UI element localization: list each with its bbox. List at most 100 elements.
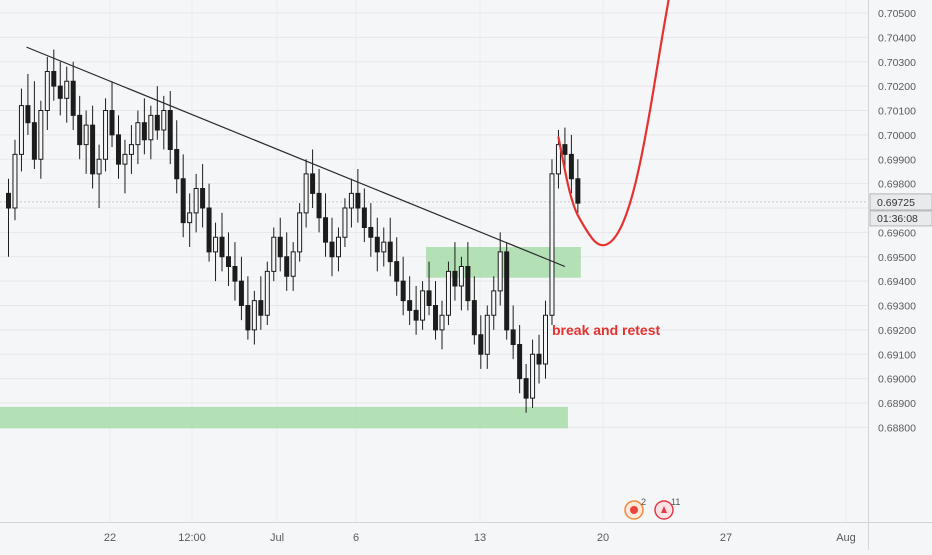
candle-body-down (154, 114, 160, 131)
trendline[interactable] (26, 46, 566, 268)
candle-body-down (180, 178, 186, 224)
candle-body-up (148, 114, 154, 141)
candle-body-up (381, 241, 387, 253)
candle-body-down (219, 236, 225, 258)
candle (523, 364, 529, 413)
candle-body-up (445, 270, 451, 316)
candle (264, 261, 270, 325)
candle-body-down (77, 114, 83, 146)
candle-body-down (517, 344, 523, 380)
candle (109, 81, 115, 148)
candle-body-down (361, 207, 367, 228)
candle (70, 61, 76, 130)
x-tick-label: Jul (270, 532, 284, 544)
candle-body-up (497, 251, 503, 292)
candle-body-down (51, 71, 57, 87)
candle (478, 315, 484, 369)
candle-body-up (271, 236, 277, 272)
x-tick-label: 20 (597, 532, 609, 544)
candle (394, 237, 400, 296)
candle (465, 242, 471, 311)
candle-body-down (413, 309, 419, 321)
candle-body-down (523, 378, 529, 399)
candle-body-up (38, 110, 44, 160)
candle-body-down (238, 280, 244, 306)
y-tick-label: 0.69400 (878, 276, 916, 288)
candle (115, 115, 121, 179)
y-tick-label: 0.70500 (878, 8, 916, 20)
candle-body-down (258, 300, 264, 316)
candle (348, 178, 354, 228)
candle (400, 256, 406, 316)
candle (57, 61, 63, 116)
candle (219, 212, 225, 272)
candle (549, 159, 555, 325)
candle (232, 242, 238, 301)
candle-body-down (115, 134, 121, 165)
candle-body-down (174, 149, 180, 180)
candle-body-down (206, 207, 212, 253)
candle (504, 242, 510, 340)
y-tick-label: 0.70300 (878, 57, 916, 69)
candle (355, 169, 361, 223)
candle-body-up (12, 153, 18, 209)
candle (44, 56, 50, 130)
candle-body-down (225, 256, 231, 267)
candle-body-down (426, 290, 432, 306)
candle (368, 203, 374, 257)
candle-body-up (303, 173, 309, 214)
candle-body-down (31, 122, 37, 160)
candle (103, 98, 109, 172)
canada-flag-icon[interactable]: 11 (654, 497, 680, 520)
candle-body-down (368, 227, 374, 238)
candle-body-down (575, 178, 581, 204)
candle (303, 159, 309, 228)
candle (536, 334, 542, 384)
candle (187, 193, 193, 247)
maple-leaf-mark (661, 506, 667, 513)
candle (245, 276, 251, 340)
candle (225, 232, 231, 286)
y-tick-label: 0.70400 (878, 32, 916, 44)
candle-body-up (161, 110, 167, 131)
x-tick-label: 12:00 (178, 532, 206, 544)
y-tick-label: 0.68900 (878, 398, 916, 410)
candle (77, 95, 83, 160)
candle-body-down (374, 236, 380, 253)
candle (413, 286, 419, 335)
candle (426, 261, 432, 316)
projection-curve[interactable] (557, 0, 674, 247)
candle-body-up (18, 105, 24, 155)
candle (497, 232, 503, 306)
annotation-layer: break and retest (26, 0, 674, 338)
candle (471, 276, 477, 345)
candle (562, 127, 568, 169)
candle (439, 300, 445, 350)
candle (128, 125, 134, 174)
candle (258, 276, 264, 330)
y-tick-label: 0.69200 (878, 325, 916, 337)
candle-body-down (471, 300, 477, 336)
candle (251, 290, 257, 345)
candle-body-down (310, 173, 316, 194)
candle (122, 139, 128, 194)
candle-body-down (167, 110, 173, 150)
calendar-economic-icon[interactable]: 2 (624, 497, 646, 520)
candle-body-up (297, 212, 303, 253)
candle (154, 86, 160, 140)
candle-body-up (64, 80, 70, 99)
candle (297, 203, 303, 262)
y-tick-label: 0.69000 (878, 374, 916, 386)
candle-body-down (316, 192, 322, 219)
candle-body-up (348, 192, 354, 209)
candle (530, 339, 536, 408)
y-tick-label: 0.69500 (878, 252, 916, 264)
candle (575, 159, 581, 213)
candle (517, 325, 523, 394)
candle-body-down (323, 217, 329, 243)
candle-body-down (407, 300, 413, 311)
candle (167, 91, 173, 165)
event-icon-dot (630, 506, 638, 514)
